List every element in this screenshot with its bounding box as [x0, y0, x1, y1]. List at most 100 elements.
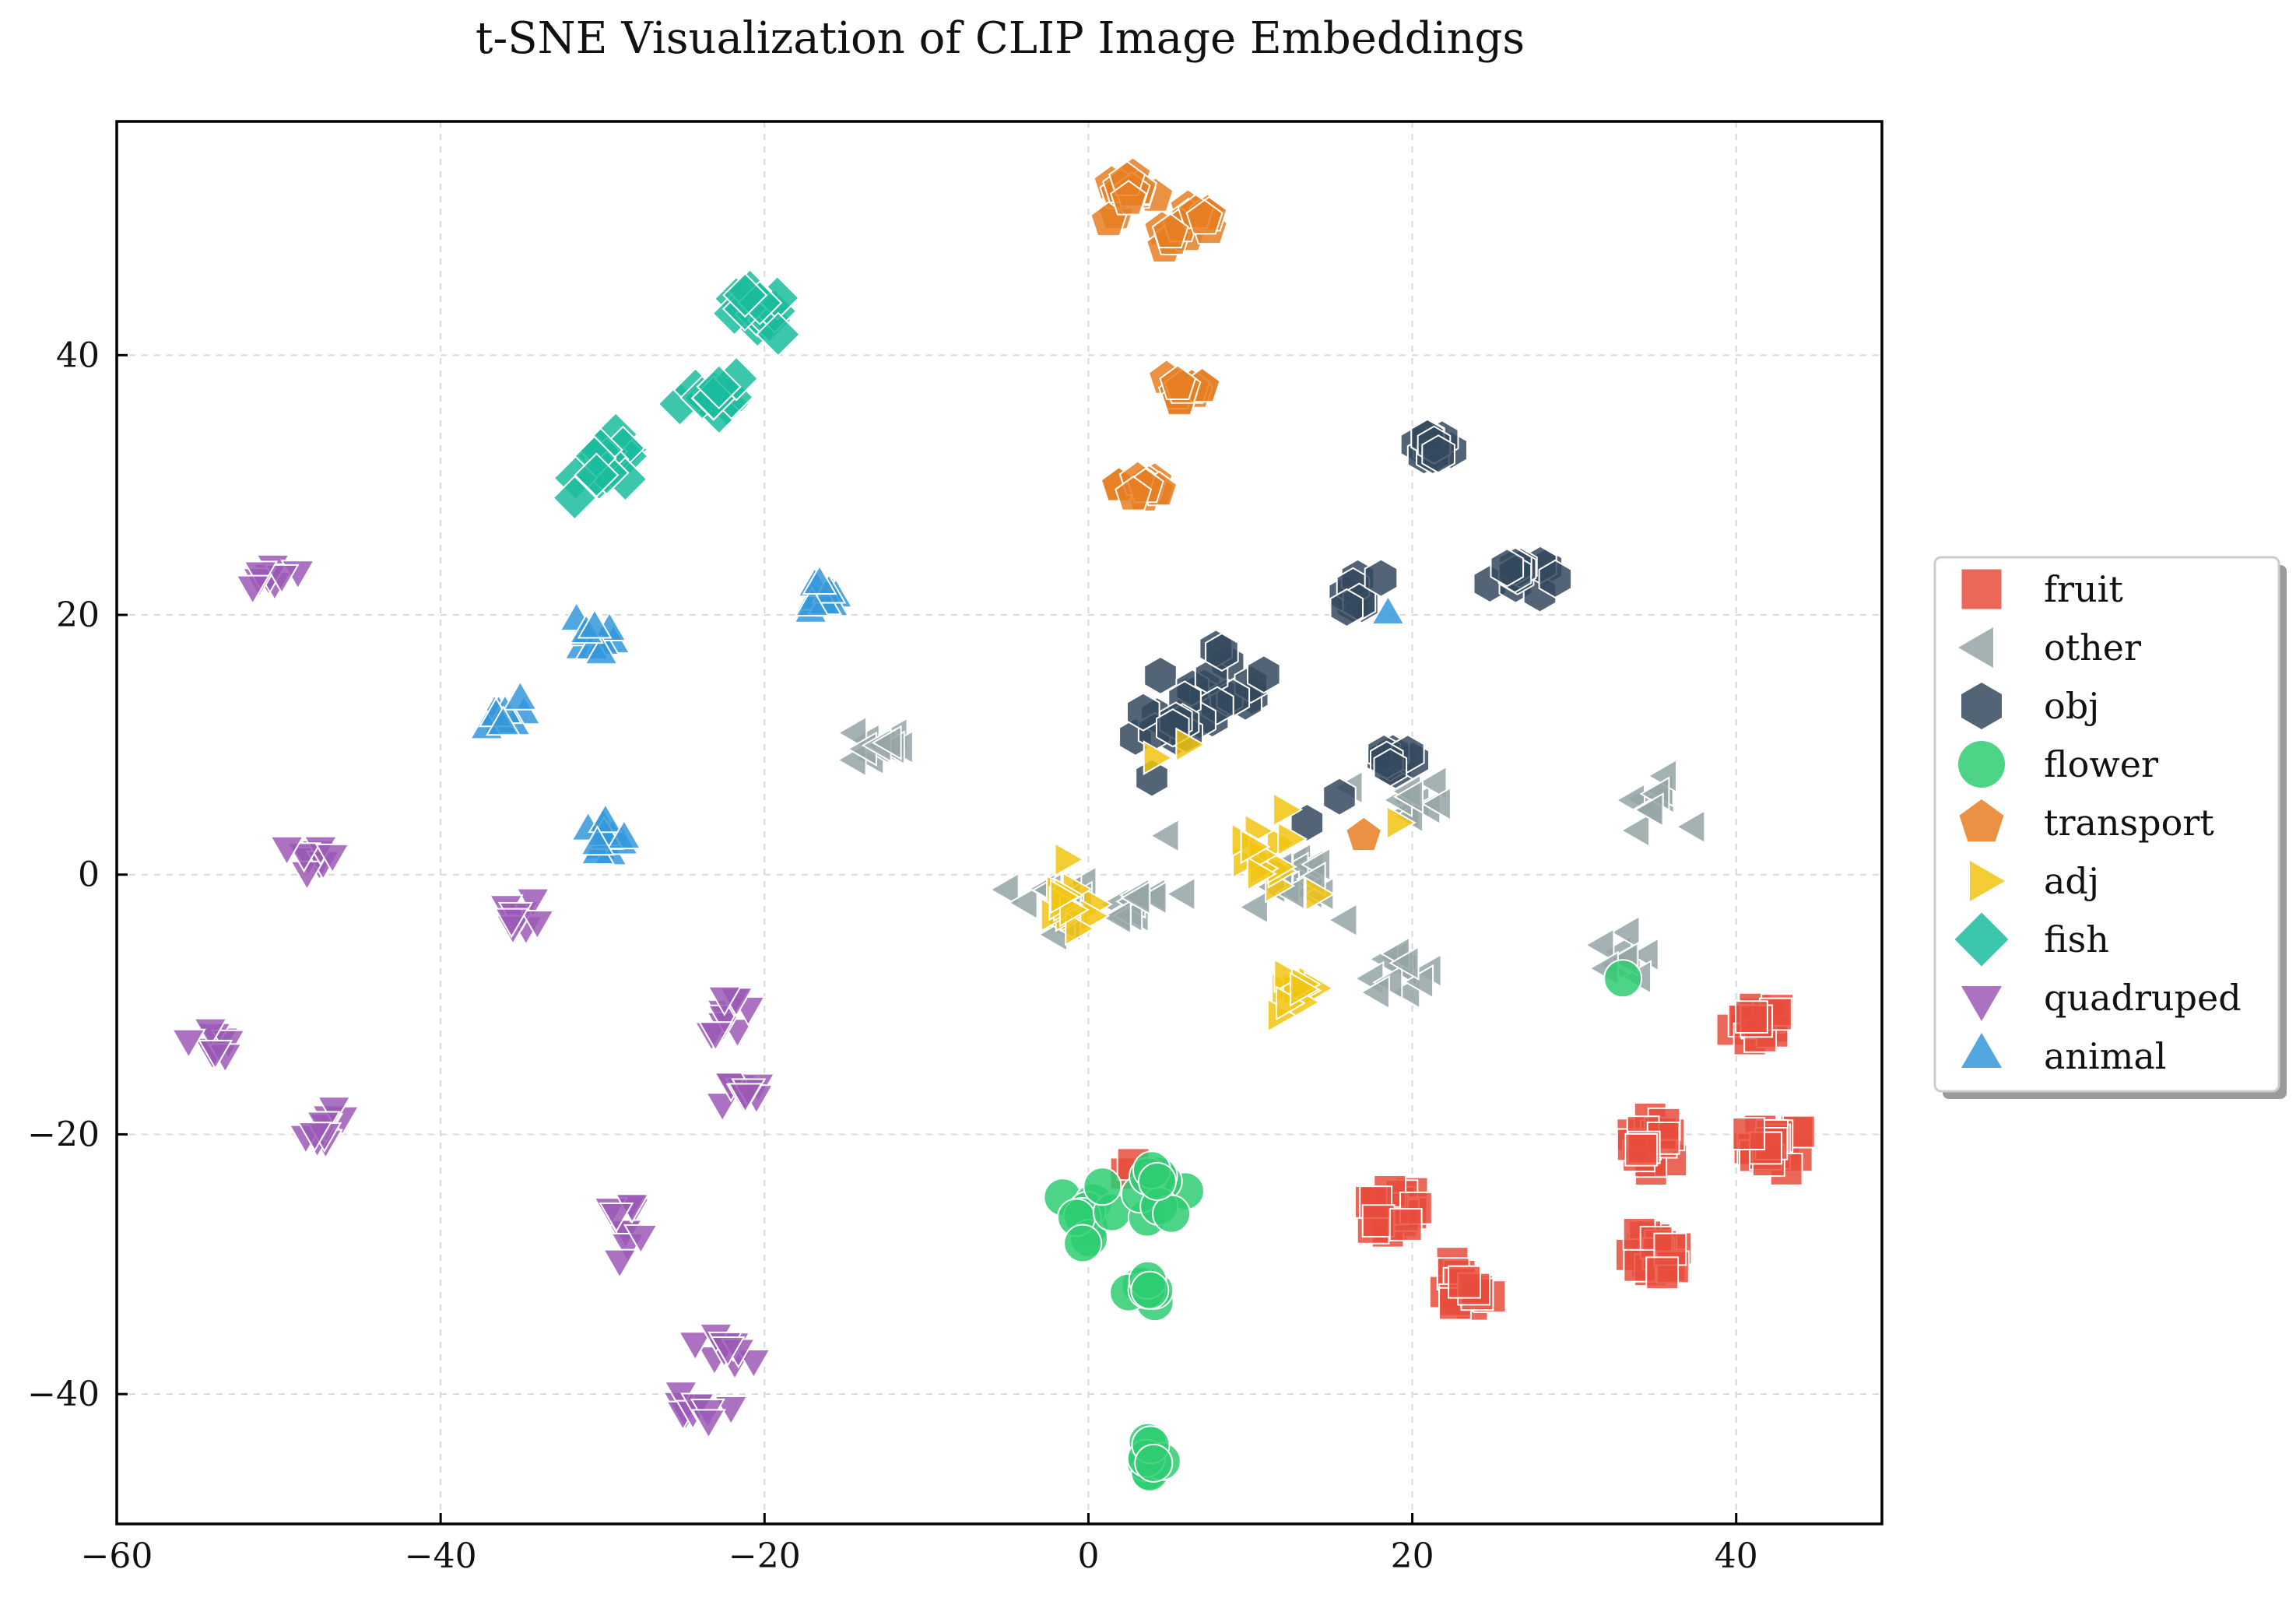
data-point-quadruped	[198, 1039, 233, 1070]
data-point-obj	[1538, 559, 1573, 599]
data-point-animal	[1370, 595, 1406, 625]
legend-label-obj: obj	[2044, 685, 2099, 727]
series-transport	[1090, 156, 1383, 852]
data-point-fish	[755, 311, 801, 357]
data-point-transport	[1345, 816, 1383, 852]
data-point-flower	[1063, 1224, 1103, 1263]
data-point-quadruped	[269, 835, 305, 866]
ticks-layer: −60 −40 −20 0 20 40 −40 −20 0 20 40	[27, 335, 1758, 1576]
data-point-quadruped	[235, 574, 271, 606]
data-point-fruit	[1448, 1265, 1481, 1299]
x-tick-label: 40	[1715, 1536, 1758, 1576]
data-point-adj	[1304, 876, 1336, 912]
data-point-adj	[1049, 879, 1080, 915]
data-point-adj	[1385, 805, 1417, 841]
data-point-quadruped	[297, 1122, 332, 1153]
data-point-other	[1610, 915, 1641, 950]
legend-marker-obj	[1961, 683, 2002, 729]
data-point-flower	[1134, 1443, 1174, 1483]
legend-label-adj: adj	[2044, 860, 2099, 902]
data-point-quadruped	[314, 843, 350, 874]
data-point-fish	[574, 452, 620, 498]
data-point-obj	[1205, 632, 1239, 672]
data-point-flower	[1137, 1161, 1177, 1201]
data-point-transport	[1159, 364, 1197, 400]
x-tick-label: 20	[1391, 1536, 1434, 1576]
data-point-fruit	[1735, 1000, 1768, 1034]
data-point-other	[1007, 885, 1038, 921]
series-obj	[1118, 417, 1573, 843]
legend-marker-other	[1958, 627, 1993, 668]
plot-frame	[115, 120, 1883, 1526]
legend-marker-quadruped	[1961, 986, 2002, 1021]
data-point-animal	[485, 705, 521, 736]
data-point-other	[1392, 779, 1424, 815]
data-point-adj	[1175, 727, 1206, 763]
data-point-quadruped	[727, 1083, 764, 1114]
y-tick-label: 40	[56, 335, 100, 375]
series-adj	[1040, 727, 1417, 1034]
series-flower	[1043, 959, 1643, 1492]
data-point-other	[1417, 765, 1448, 801]
data-point-adj	[1080, 898, 1111, 934]
data-point-other	[871, 725, 902, 760]
data-point-other	[988, 872, 1020, 908]
data-point-quadruped	[735, 1349, 771, 1379]
data-point-fruit	[1732, 1117, 1766, 1150]
data-point-fruit	[1624, 1132, 1659, 1167]
data-point-adj	[1054, 841, 1085, 877]
legend-marker-transport	[1959, 799, 2004, 842]
data-point-quadruped	[602, 1248, 637, 1280]
legend-marker-fruit	[1961, 569, 2002, 609]
x-tick-label: −60	[81, 1536, 153, 1576]
legend-label-quadruped: quadruped	[2044, 977, 2242, 1019]
y-tick-label: 20	[56, 595, 100, 635]
data-point-other	[1120, 880, 1151, 916]
data-point-obj	[1421, 434, 1455, 474]
data-point-adj	[1143, 740, 1174, 776]
data-point-flower	[1083, 1167, 1122, 1206]
legend-label-fruit: fruit	[2044, 568, 2123, 610]
data-point-other	[1136, 880, 1167, 916]
data-point-flower	[1130, 1270, 1170, 1310]
data-point-obj	[1373, 747, 1408, 788]
legend-label-animal: animal	[2044, 1035, 2167, 1077]
data-point-quadruped	[677, 1331, 713, 1362]
data-point-adj	[1246, 856, 1277, 892]
data-point-transport	[1110, 179, 1147, 216]
data-point-other	[1675, 809, 1706, 844]
data-point-flower	[1152, 1194, 1192, 1234]
data-point-quadruped	[707, 985, 743, 1016]
x-tick-label: −40	[405, 1536, 477, 1576]
data-point-obj	[1126, 692, 1160, 732]
data-point-animal	[584, 634, 620, 665]
chart-title: t-SNE Visualization of CLIP Image Embedd…	[476, 13, 1525, 64]
data-point-fruit	[1645, 1256, 1680, 1290]
y-tick-label: −40	[27, 1375, 100, 1414]
data-point-transport	[1115, 475, 1153, 511]
data-point-other	[1238, 889, 1269, 925]
data-point-obj	[1143, 655, 1178, 696]
data-point-fish	[552, 475, 598, 521]
series-fish	[552, 269, 801, 521]
legend: fruit other obj flower transport adj fish quadr…	[1933, 556, 2287, 1099]
data-point-other	[1420, 786, 1452, 822]
data-point-quadruped	[710, 1336, 746, 1367]
legend-marker-animal	[1961, 1033, 2002, 1068]
data-point-animal	[588, 802, 623, 834]
data-point-obj	[1364, 558, 1399, 598]
data-point-other	[1165, 876, 1196, 912]
data-point-other	[1584, 927, 1615, 963]
y-tick-label: 0	[78, 855, 100, 895]
data-point-transport	[1151, 212, 1189, 249]
data-point-quadruped	[316, 1096, 352, 1127]
data-point-transport	[1185, 198, 1223, 235]
data-point-adj	[1289, 971, 1320, 1007]
legend-label-fish: fish	[2044, 918, 2109, 960]
series-animal	[469, 564, 1406, 866]
data-point-animal	[794, 586, 830, 617]
data-point-other	[1149, 818, 1180, 854]
legend-marker-fish	[1954, 912, 2009, 967]
